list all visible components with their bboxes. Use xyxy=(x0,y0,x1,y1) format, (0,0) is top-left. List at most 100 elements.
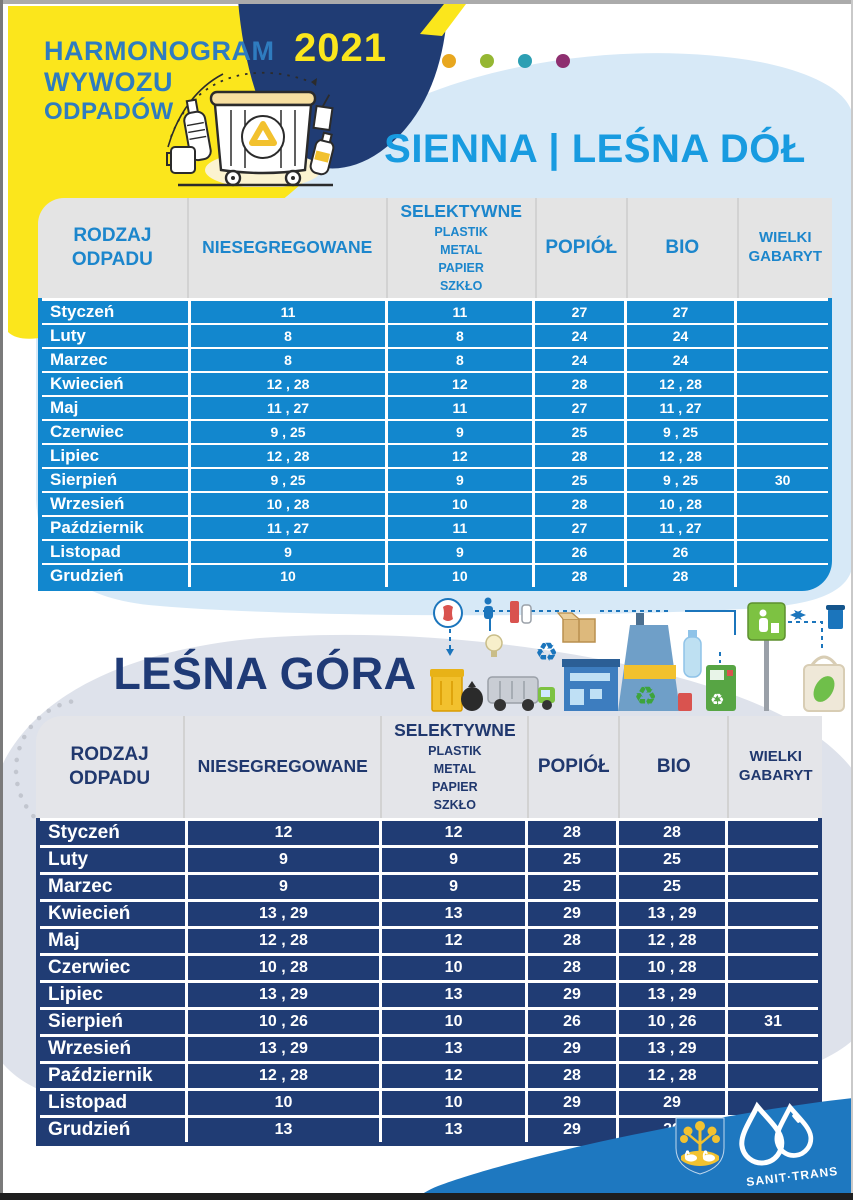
date-cell: 25 xyxy=(528,848,616,872)
col-header-popiol: POPIÓŁ xyxy=(529,716,621,818)
col-header-niesegregowane: NIESEGREGOWANE xyxy=(189,198,388,298)
col-header-text: WIELKI xyxy=(759,229,812,247)
table-row: Styczeń 11 11 27 27 xyxy=(42,301,828,323)
coat-of-arms xyxy=(675,1117,725,1175)
date-cell: 10 xyxy=(382,1010,526,1034)
table-row: Luty 9 9 25 25 xyxy=(40,848,818,872)
table-row: Wrzesień 13 , 29 13 29 13 , 29 xyxy=(40,1037,818,1061)
garbage-truck-icon xyxy=(487,676,555,711)
date-cell: 11 xyxy=(387,397,533,419)
date-cell xyxy=(737,397,828,419)
date-cell: 12 xyxy=(387,445,533,467)
date-cell: 12 , 28 xyxy=(618,1064,726,1088)
col-header-bio: BIO xyxy=(620,716,730,818)
schedule-table-sienna-lesna-dol: RODZAJ ODPADU NIESEGREGOWANE SELEKTYWNE … xyxy=(38,198,832,591)
date-cell: 10 , 28 xyxy=(626,493,735,515)
month-cell: Maj xyxy=(42,397,189,419)
date-cell: 8 xyxy=(191,325,385,347)
date-cell: 8 xyxy=(387,325,533,347)
recycle-arrows-icon: ♻ xyxy=(535,637,558,667)
date-cell: 9 xyxy=(387,421,533,443)
page-edge-right xyxy=(851,0,853,1200)
date-cell: 13 , 29 xyxy=(187,902,380,926)
month-cell: Czerwiec xyxy=(40,956,185,980)
date-cell: 11 xyxy=(387,517,533,539)
date-cell: 28 xyxy=(618,821,726,845)
date-cell: 9 , 25 xyxy=(626,421,735,443)
date-cell: 28 xyxy=(528,821,616,845)
poster-title-line3: ODPADÓW xyxy=(44,97,174,125)
decor-dots xyxy=(442,54,570,68)
date-cell: 12 , 28 xyxy=(191,445,385,467)
col-header-wielki-gabaryt: WIELKI GABARYT xyxy=(739,198,832,298)
date-cell: 13 xyxy=(382,1118,526,1142)
date-cell: 10 xyxy=(382,956,526,980)
col-header-subtext: METAL xyxy=(440,242,483,257)
date-cell: 28 xyxy=(535,445,624,467)
table-row: Kwiecień 12 , 28 12 28 12 , 28 xyxy=(42,373,828,395)
col-header-subtext: METAL xyxy=(433,761,476,776)
date-cell: 27 xyxy=(535,301,624,323)
month-cell: Grudzień xyxy=(40,1118,185,1142)
date-cell: 10 , 28 xyxy=(618,956,726,980)
cup-icon xyxy=(312,94,334,132)
col-header-bio: BIO xyxy=(628,198,739,298)
decor-dot xyxy=(480,54,494,68)
date-cell: 10 xyxy=(387,493,533,515)
footer-band: SANIT·TRANS xyxy=(414,1098,853,1200)
processing-plant-icon: ♻ xyxy=(618,613,680,711)
date-cell: 11 xyxy=(191,301,385,323)
date-cell: 13 xyxy=(382,1037,526,1061)
date-cell: 28 xyxy=(528,1064,616,1088)
date-cell: 12 , 28 xyxy=(191,373,385,395)
month-cell: Luty xyxy=(40,848,185,872)
date-cell: 26 xyxy=(535,541,624,563)
col-header-selektywne: SELEKTYWNE PLASTIK METAL PAPIER SZKŁO xyxy=(388,198,537,298)
red-mini-bin-icon xyxy=(678,693,692,711)
date-cell: 27 xyxy=(535,517,624,539)
col-header-text: WIELKI xyxy=(749,748,802,766)
bottle2-icon xyxy=(309,131,335,176)
table-row: Maj 12 , 28 12 28 12 , 28 xyxy=(40,929,818,953)
date-cell xyxy=(737,565,828,587)
date-cell xyxy=(728,848,818,872)
sorting-building-icon xyxy=(562,659,620,711)
month-cell: Styczeń xyxy=(40,821,185,845)
date-cell xyxy=(728,1064,818,1088)
recycling-sign-icon xyxy=(747,602,786,711)
month-cell: Sierpień xyxy=(40,1010,185,1034)
date-cell: 27 xyxy=(535,397,624,419)
col-header-text: BIO xyxy=(656,756,691,778)
date-cell xyxy=(737,445,828,467)
date-cell: 10 , 28 xyxy=(187,956,380,980)
goose-icon xyxy=(684,1150,697,1162)
date-cell xyxy=(728,902,818,926)
table-row: Lipiec 13 , 29 13 29 13 , 29 xyxy=(40,983,818,1007)
date-cell: 12 xyxy=(382,1064,526,1088)
col-header-wielki-gabaryt: WIELKI GABARYT xyxy=(729,716,822,818)
col-header-text: GABARYT xyxy=(748,248,823,265)
table-row: Czerwiec 9 , 25 9 25 9 , 25 xyxy=(42,421,828,443)
date-cell: 26 xyxy=(528,1010,616,1034)
date-cell xyxy=(737,325,828,347)
exchange-arrows-icon xyxy=(790,610,806,620)
col-header-text: ODPADU xyxy=(69,768,151,789)
svg-text:♻: ♻ xyxy=(710,692,724,709)
table-row: Luty 8 8 24 24 xyxy=(42,325,828,347)
recycling-flow-illustration: ♻ xyxy=(430,597,845,712)
month-cell: Styczeń xyxy=(42,301,189,323)
waste-bin-illustration xyxy=(166,71,335,187)
col-header-subtext: PAPIER xyxy=(438,260,484,275)
table-row: Wrzesień 10 , 28 10 28 10 , 28 xyxy=(42,493,828,515)
bottles-icon xyxy=(510,601,532,624)
light-bulb-icon xyxy=(485,634,503,657)
date-cell: 8 xyxy=(387,349,533,371)
table-row: Lipiec 12 , 28 12 28 12 , 28 xyxy=(42,445,828,467)
date-cell: 13 , 29 xyxy=(618,902,726,926)
svg-text:♻: ♻ xyxy=(634,681,657,711)
date-cell: 29 xyxy=(528,983,616,1007)
person-throwing-icon xyxy=(484,597,493,619)
col-header-selektywne: SELEKTYWNE PLASTIK METAL PAPIER SZKŁO xyxy=(382,716,530,818)
month-cell: Październik xyxy=(40,1064,185,1088)
